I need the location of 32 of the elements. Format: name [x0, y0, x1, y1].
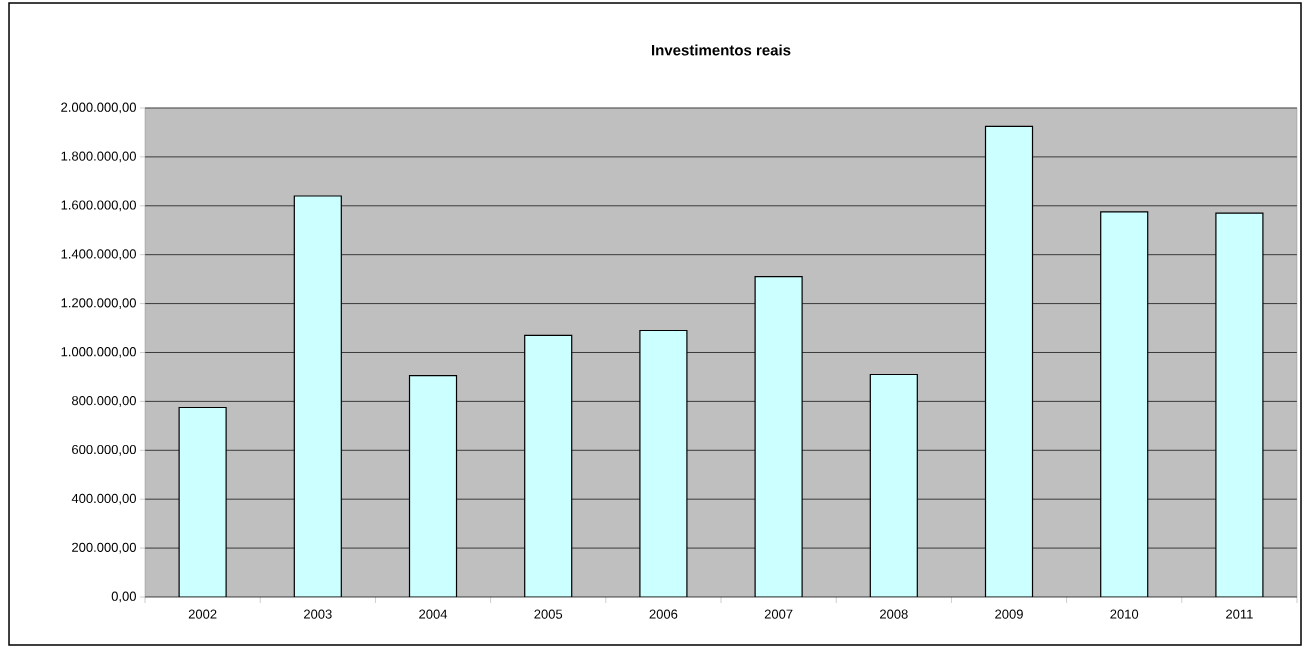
x-tick-label: 2010	[1110, 609, 1139, 619]
x-tick-label: 2009	[995, 609, 1023, 619]
x-tick-label: 2003	[304, 609, 332, 619]
x-tick-label: 2008	[880, 609, 908, 619]
bar	[754, 276, 803, 597]
bar	[524, 334, 573, 597]
y-tick-label: 2.000.000,00	[61, 102, 136, 114]
x-tick-label: 2004	[419, 609, 448, 619]
x-tick-label: 2007	[764, 609, 793, 619]
bar	[408, 375, 458, 597]
bar	[639, 329, 688, 597]
bar	[984, 125, 1034, 597]
y-tick-label: 400.000,00	[71, 493, 136, 505]
y-tick-label: 1.600.000,00	[61, 200, 136, 212]
x-tick-label: 2006	[649, 609, 678, 619]
y-tick-label: 800.000,00	[71, 396, 136, 407]
y-tick-label: 1.000.000,00	[61, 347, 136, 358]
y-tick-label: 1.800.000,00	[61, 151, 136, 163]
y-tick-label: 0,00	[111, 591, 136, 603]
bar	[869, 373, 918, 597]
y-tick-label: 600.000,00	[72, 444, 136, 456]
bar	[1100, 211, 1149, 597]
bar	[293, 195, 342, 597]
x-tick-label: 2011	[1226, 609, 1253, 619]
bar	[178, 406, 227, 597]
x-tick-label: 2002	[188, 609, 217, 619]
y-tick-label: 1.400.000,00	[61, 249, 136, 261]
x-tick-label: 2005	[534, 609, 563, 619]
bar	[1215, 212, 1264, 597]
chart-title: Investimentos reais	[651, 44, 791, 56]
y-tick-label: 200.000,00	[72, 542, 136, 554]
y-tick-label: 1.200.000,00	[61, 298, 136, 309]
